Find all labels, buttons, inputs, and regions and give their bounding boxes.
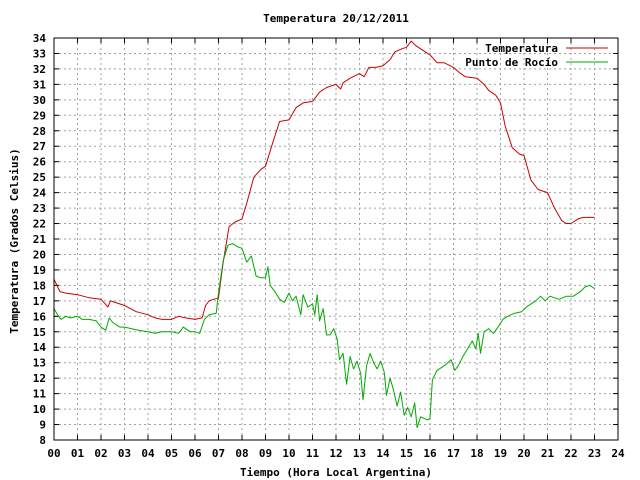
y-tick-label: 18 (33, 279, 46, 292)
x-tick-label: 12 (329, 447, 342, 460)
x-tick-label: 13 (353, 447, 366, 460)
y-tick-label: 34 (33, 32, 47, 45)
x-tick-label: 24 (611, 447, 625, 460)
x-tick-label: 02 (94, 447, 107, 460)
plot-frame (53, 37, 619, 441)
x-tick-label: 17 (447, 447, 460, 460)
y-tick-label: 22 (33, 218, 46, 231)
x-tick-label: 10 (282, 447, 295, 460)
y-axis-label: Temperatura (Grados Celsius) (8, 148, 21, 333)
y-tick-label: 28 (33, 125, 46, 138)
y-tick-label: 24 (33, 187, 47, 200)
series-line-punto-de-rocio (53, 243, 595, 429)
x-tick-label: 07 (212, 447, 225, 460)
x-tick-label: 20 (517, 447, 530, 460)
x-tick-label: 05 (165, 447, 178, 460)
y-tick-label: 11 (33, 388, 47, 401)
y-tick-label: 9 (39, 419, 46, 432)
y-tick-label: 25 (33, 171, 46, 184)
y-tick-label: 26 (33, 156, 47, 169)
y-tick-label: 30 (33, 94, 46, 107)
x-tick-label: 22 (564, 447, 577, 460)
y-tick-label: 16 (33, 310, 47, 323)
chart-title: Temperatura 20/12/2011 (263, 12, 409, 25)
x-axis-label: Tiempo (Hora Local Argentina) (240, 466, 432, 479)
y-tick-label: 32 (33, 63, 46, 76)
x-tick-label: 06 (188, 447, 202, 460)
y-tick-label: 10 (33, 403, 46, 416)
y-tick-label: 13 (33, 357, 46, 370)
y-tick-label: 21 (33, 233, 47, 246)
legend-label: Temperatura (485, 42, 558, 55)
y-tick-label: 27 (33, 140, 46, 153)
x-tick-label: 03 (118, 447, 131, 460)
series-group (53, 40, 595, 429)
x-tick-label: 04 (141, 447, 155, 460)
y-tick-label: 19 (33, 264, 46, 277)
y-tick-label: 8 (39, 434, 46, 447)
y-axis: 8 9 10 11 12 13 14 15 16 17 18 19 20 21 22 23 24 25 26 27 28… (33, 32, 618, 447)
x-tick-label: 18 (470, 447, 483, 460)
y-tick-label: 20 (33, 248, 46, 261)
y-tick-label: 23 (33, 202, 46, 215)
x-tick-label: 08 (235, 447, 248, 460)
series-line-temperatura (53, 40, 595, 320)
x-tick-label: 01 (71, 447, 85, 460)
legend-label: Punto de Rocío (465, 56, 558, 69)
y-tick-label: 17 (33, 295, 46, 308)
y-tick-label: 33 (33, 47, 46, 60)
x-tick-label: 09 (259, 447, 272, 460)
x-tick-label: 16 (423, 447, 437, 460)
x-tick-label: 00 (47, 447, 60, 460)
x-tick-label: 15 (400, 447, 413, 460)
x-tick-label: 14 (376, 447, 390, 460)
y-tick-label: 31 (33, 78, 47, 91)
y-tick-label: 29 (33, 109, 46, 122)
y-tick-label: 14 (33, 341, 47, 354)
grid (54, 38, 618, 440)
y-tick-label: 12 (33, 372, 46, 385)
y-tick-label: 15 (33, 326, 46, 339)
x-tick-label: 19 (494, 447, 507, 460)
x-axis: 00 01 02 03 04 05 06 07 08 09 10 11 12 13 14 15 16 17 18 19… (47, 38, 625, 460)
x-tick-label: 23 (588, 447, 601, 460)
x-tick-label: 21 (541, 447, 555, 460)
x-tick-label: 11 (306, 447, 320, 460)
